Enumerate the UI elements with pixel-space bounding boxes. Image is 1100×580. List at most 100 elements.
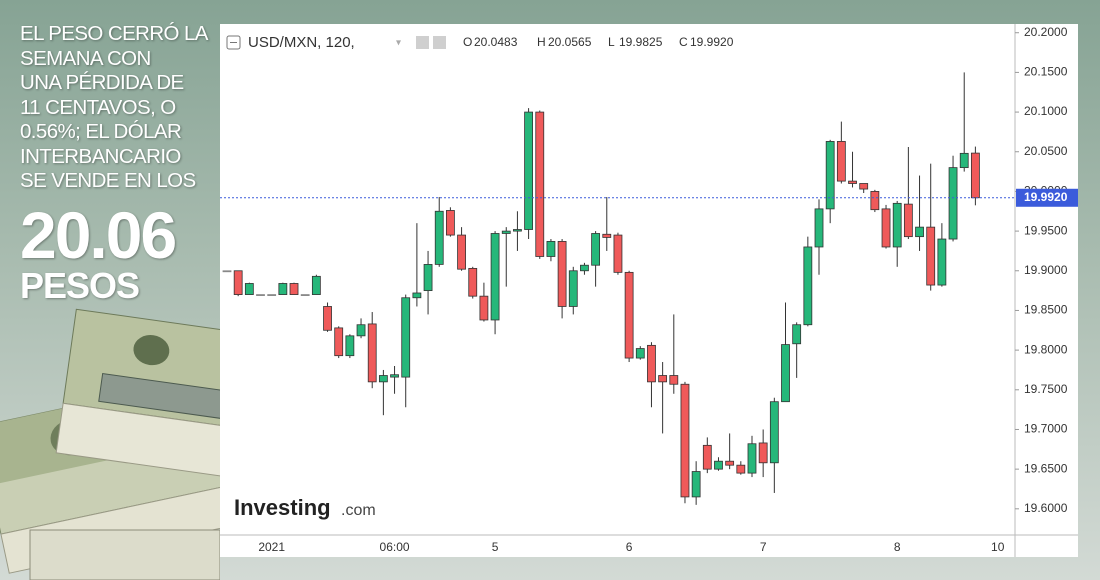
candle-body	[903, 203, 913, 238]
candle-body	[747, 443, 757, 474]
candle-body	[870, 191, 880, 211]
y-tick-label: 19.7000	[1024, 422, 1068, 436]
money-illustration	[0, 308, 220, 580]
candle-body	[948, 167, 958, 240]
ohlc-key: C	[679, 35, 688, 49]
candle-body	[334, 327, 344, 357]
candle-body	[412, 292, 422, 299]
logo-brand: Investing	[234, 495, 331, 520]
headline-line: 0.56%; EL DÓLAR	[20, 120, 182, 143]
candle-body	[557, 241, 567, 307]
candle-body	[658, 375, 668, 383]
candle-body	[356, 324, 366, 337]
x-tick-label: 5	[492, 540, 499, 554]
candle-body	[468, 267, 478, 297]
headline-line: UNA PÉRDIDA DE	[20, 71, 184, 94]
y-tick-label: 20.1000	[1024, 104, 1068, 118]
candle-body	[926, 226, 936, 286]
candle-body	[635, 348, 645, 359]
candle-body	[758, 442, 768, 464]
headline-text: EL PESO CERRÓ LA SEMANA CON UNA PÉRDIDA DE…	[20, 22, 216, 194]
collapse-icon[interactable]	[226, 35, 241, 50]
money-stack	[29, 529, 220, 580]
money-stack	[55, 308, 220, 478]
candle-body	[970, 152, 980, 199]
candle-body	[222, 270, 232, 273]
y-tick-label: 19.7500	[1024, 382, 1068, 396]
big-unit: PESOS	[20, 264, 140, 306]
ohlc-value: 20.0483	[474, 35, 518, 49]
candle-body	[714, 460, 723, 470]
headline-line: INTERBANCARIO	[20, 144, 181, 168]
candle-body	[568, 270, 578, 307]
candle-body	[267, 294, 277, 296]
candle-body	[915, 226, 924, 238]
candle-body	[647, 344, 656, 383]
candle-body	[244, 283, 254, 295]
candle-body	[691, 471, 701, 498]
candle-body	[669, 375, 679, 385]
big-number: 20.06	[20, 197, 177, 272]
candle-body	[937, 238, 947, 286]
headline-line: 11 CENTAVOS, O	[20, 95, 176, 119]
y-tick-label: 20.0500	[1024, 144, 1068, 158]
candle-body	[836, 141, 846, 182]
headline-line: SEMANA CON	[20, 46, 151, 70]
ohlc-value: 19.9920	[690, 35, 734, 49]
candle-body	[736, 464, 746, 474]
candle-body	[233, 270, 243, 295]
candle-body	[546, 241, 556, 257]
dropdown[interactable]: ▾	[396, 38, 401, 49]
settings-icon[interactable]	[433, 36, 446, 49]
ohlc-value: 20.0565	[548, 35, 592, 49]
headline: EL PESO CERRÓ LA SEMANA CON UNA PÉRDIDA DE…	[20, 22, 216, 304]
candle-body	[457, 234, 466, 270]
x-tick-label: 7	[760, 540, 767, 554]
candle-body	[524, 111, 533, 230]
candle-body	[323, 306, 332, 331]
candle-body	[591, 233, 601, 266]
x-tick-label: 8	[894, 540, 901, 554]
candle-body	[803, 246, 813, 326]
candle-body	[401, 297, 411, 378]
candle-body	[848, 180, 857, 184]
candle-body	[613, 234, 623, 273]
candle-body	[390, 374, 399, 378]
candle-body	[602, 233, 612, 238]
y-tick-label: 19.8500	[1024, 303, 1068, 317]
candle-body	[624, 271, 634, 359]
candle-body	[680, 383, 690, 498]
y-tick-label: 20.1500	[1024, 65, 1068, 79]
y-tick-label: 19.9000	[1024, 263, 1068, 277]
candle-body	[300, 294, 310, 296]
candle-body	[256, 294, 265, 296]
x-tick-label: 06:00	[380, 540, 410, 554]
candle-body	[702, 444, 712, 470]
last-price-label: 19.9920	[1024, 190, 1068, 204]
candle-body	[289, 283, 299, 295]
ohlc-key: L	[608, 35, 615, 49]
y-tick-label: 19.6000	[1024, 501, 1068, 515]
chart-panel	[220, 24, 1078, 557]
x-tick-label: 2021	[258, 540, 285, 554]
candle-body	[959, 152, 969, 169]
candle-body	[278, 283, 288, 295]
headline-line: EL PESO CERRÓ LA	[20, 22, 208, 45]
candle-body	[892, 202, 902, 248]
candle-body	[881, 208, 891, 248]
candle-body	[814, 208, 824, 248]
symbol: USD/MXN, 120,	[248, 34, 355, 51]
candle-body	[445, 210, 455, 236]
y-tick-label: 19.9500	[1024, 223, 1068, 237]
candle-body	[479, 295, 489, 321]
logo-suffix: .com	[341, 502, 376, 519]
candle-body	[725, 460, 735, 466]
candle-body	[580, 264, 589, 272]
y-tick-label: 20.2000	[1024, 25, 1068, 39]
candle-body	[490, 233, 500, 321]
eye-icon[interactable]	[416, 36, 429, 49]
y-tick-label: 19.6500	[1024, 461, 1068, 475]
y-tick-label: 19.8000	[1024, 342, 1068, 356]
